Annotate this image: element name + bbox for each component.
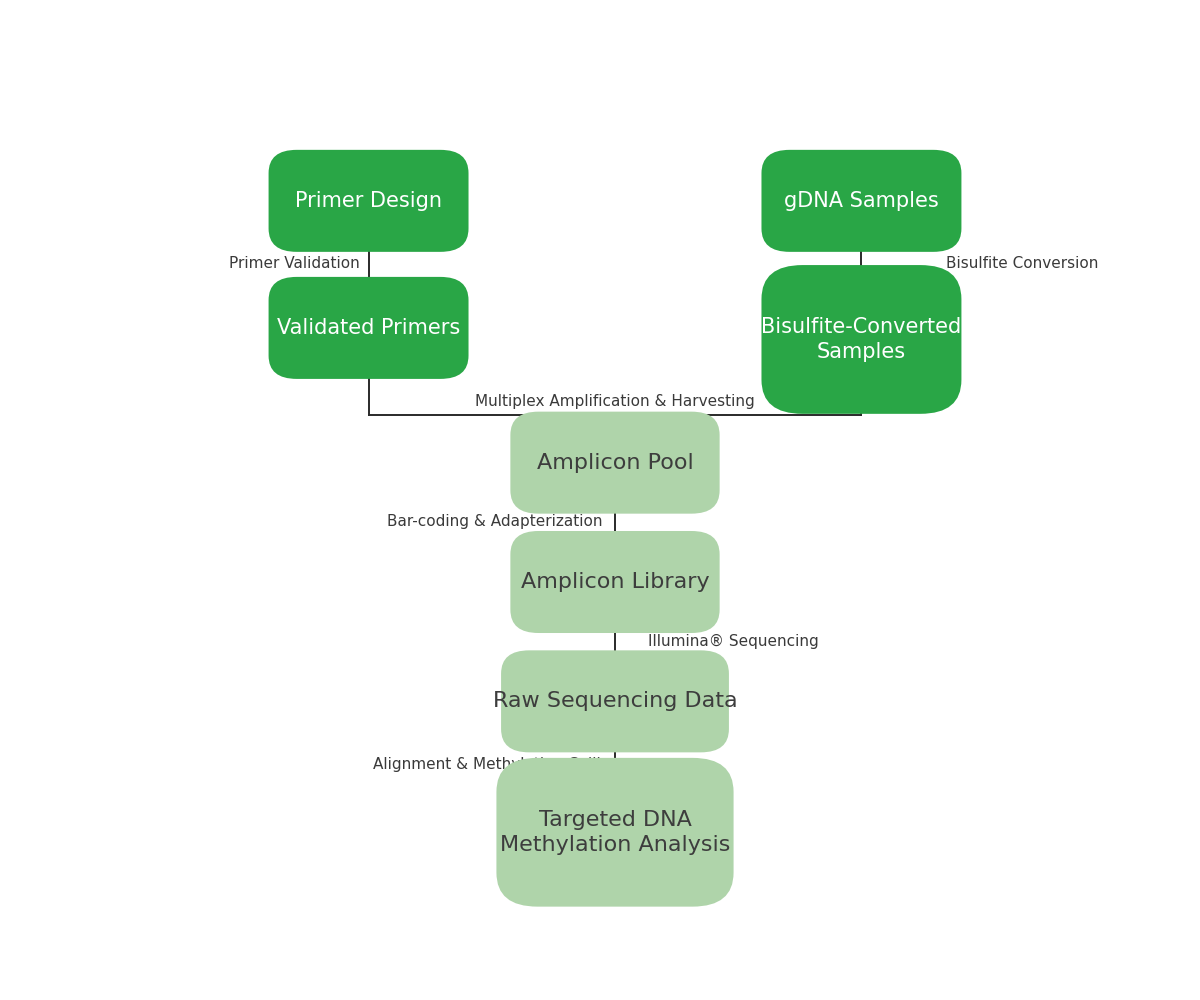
FancyBboxPatch shape [502, 650, 728, 752]
Text: Primer Design: Primer Design [295, 191, 442, 211]
FancyBboxPatch shape [510, 531, 720, 633]
Text: Bisulfite-Converted
Samples: Bisulfite-Converted Samples [761, 317, 961, 362]
FancyBboxPatch shape [762, 265, 961, 414]
Text: Bisulfite Conversion: Bisulfite Conversion [946, 256, 1098, 271]
FancyBboxPatch shape [269, 150, 468, 252]
Text: Illumina® Sequencing: Illumina® Sequencing [648, 634, 818, 649]
FancyBboxPatch shape [510, 412, 720, 514]
Text: Validated Primers: Validated Primers [277, 318, 460, 338]
Text: Amplicon Library: Amplicon Library [521, 572, 709, 592]
FancyBboxPatch shape [269, 277, 468, 379]
Text: Bar-coding & Adapterization: Bar-coding & Adapterization [388, 514, 602, 529]
Text: gDNA Samples: gDNA Samples [784, 191, 938, 211]
FancyBboxPatch shape [497, 758, 733, 907]
FancyBboxPatch shape [762, 150, 961, 252]
Text: Primer Validation: Primer Validation [229, 256, 360, 271]
Text: Amplicon Pool: Amplicon Pool [536, 453, 694, 473]
Text: Alignment & Methylation Calling: Alignment & Methylation Calling [373, 757, 620, 772]
Text: Multiplex Amplification & Harvesting: Multiplex Amplification & Harvesting [475, 394, 755, 409]
Text: Raw Sequencing Data: Raw Sequencing Data [493, 691, 737, 711]
Text: Targeted DNA
Methylation Analysis: Targeted DNA Methylation Analysis [500, 810, 730, 855]
